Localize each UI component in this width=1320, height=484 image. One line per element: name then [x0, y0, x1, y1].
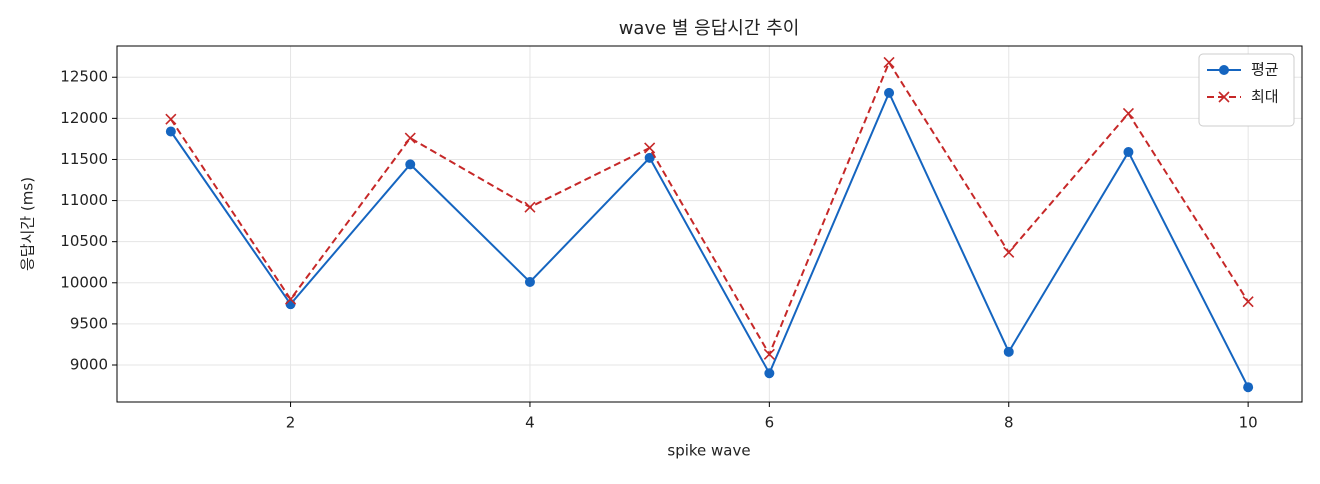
marker [1242, 296, 1254, 308]
marker [644, 142, 656, 154]
legend-label: 평균 [1251, 61, 1279, 79]
chart-title: wave 별 응답시간 추이 [619, 18, 800, 39]
legend-label: 최대 [1251, 88, 1279, 106]
y-tick-label: 10500 [60, 232, 108, 250]
marker [644, 152, 655, 163]
marker [284, 293, 297, 305]
marker [524, 276, 535, 287]
x-tick-label: 4 [525, 414, 535, 432]
plot-frame [116, 45, 1303, 403]
x-tick-label: 6 [765, 414, 775, 432]
marker [1243, 382, 1254, 393]
y-tick-label: 10000 [60, 273, 108, 291]
marker [165, 126, 176, 137]
marker [763, 348, 775, 360]
y-tick-label: 12000 [60, 109, 108, 127]
marker [165, 113, 177, 125]
marker [1123, 147, 1134, 158]
y-tick-label: 11000 [60, 191, 108, 209]
y-tick-label: 11500 [60, 150, 108, 168]
y-axis-label: 응답시간 (ms) [19, 177, 37, 271]
series-line [170, 90, 1250, 388]
marker [1003, 246, 1015, 258]
legend-box [1198, 53, 1295, 127]
marker [764, 368, 775, 379]
marker [1003, 346, 1014, 357]
marker [1218, 91, 1230, 103]
x-tick-label: 2 [286, 414, 296, 432]
x-tick-label: 8 [1004, 414, 1014, 432]
marker [524, 201, 536, 213]
y-tick-label: 9000 [70, 356, 108, 374]
marker [404, 132, 416, 144]
y-tick-label: 9500 [70, 314, 108, 332]
marker [285, 299, 296, 310]
marker [405, 159, 416, 170]
marker [1122, 107, 1135, 119]
series-line [170, 60, 1249, 357]
x-tick-label: 10 [1239, 414, 1258, 432]
y-tick-label: 12500 [60, 68, 108, 86]
marker [883, 56, 895, 69]
x-axis-label: spike wave [667, 442, 750, 460]
marker [884, 87, 895, 98]
marker [1219, 65, 1229, 75]
